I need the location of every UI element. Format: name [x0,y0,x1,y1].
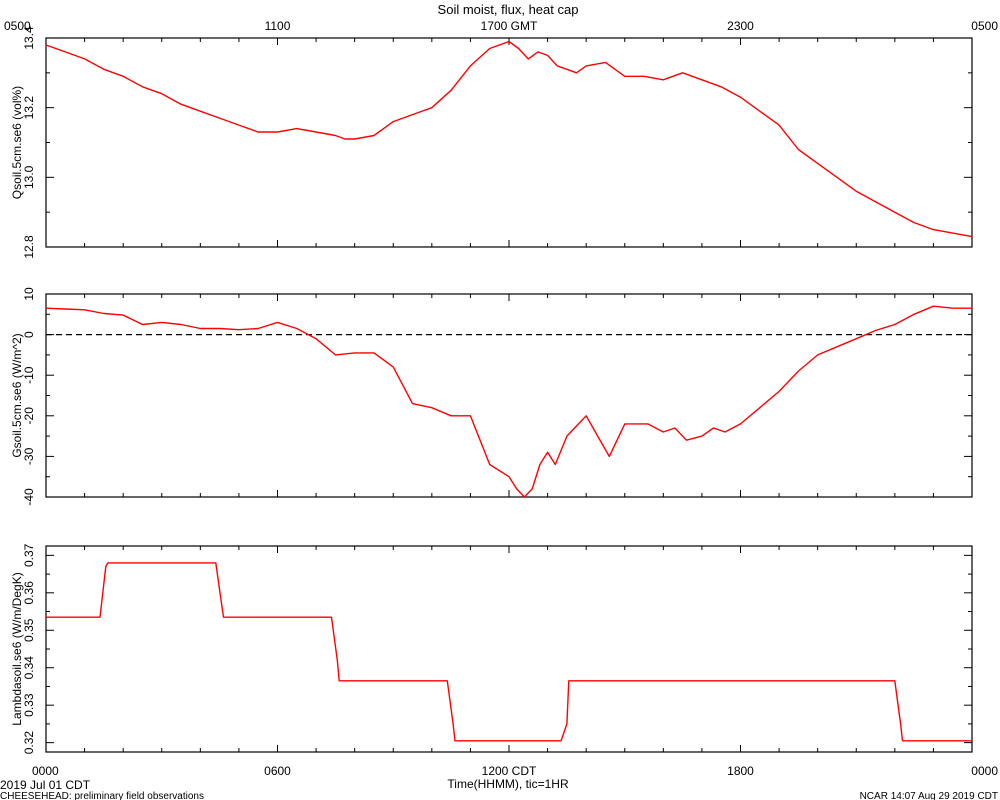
y-tick-label: 0.37 [22,543,36,567]
y-tick-label: -30 [22,447,36,465]
bottom-tick-label: 0000 [32,764,59,778]
panel-frame [45,37,973,248]
y-tick-label: 13.2 [22,96,36,120]
y-tick-label: 0.33 [22,693,36,717]
panel-frame [45,545,973,753]
top-tick-label: 0500 [971,19,998,33]
footer-stamp: NCAR 14:07 Aug 29 2019 CDT [860,791,998,800]
bottom-tick-label: 1200 CDT [482,764,537,778]
y-tick-label: 0.36 [22,581,36,605]
y-tick-label: 12.8 [22,235,36,259]
footer-project: CHEESEHEAD: preliminary field observatio… [0,791,204,800]
top-tick-label: 0500 [4,19,31,33]
panel-frame [45,293,973,498]
y-axis-label: Lambdasoil.se6 (W/m/DegK) [10,572,24,725]
bottom-axis-ticks: 0000 0600 1200 CDT 1800 0000 [32,764,998,778]
series-line [45,40,973,238]
footer-date: 2019 Jul 01 CDT [0,778,91,792]
panel-3: 0.32 0.33 0.34 0.35 0.36 0.37 Lambdasoil.se6 (… [10,543,973,755]
y-tick-label: 0.35 [22,618,36,642]
top-tick-label: 2300 [727,19,754,33]
top-tick-label: 1100 [265,19,291,33]
series-line [46,562,972,742]
panel-2: -40 -30 -20 -10 0 10 Gsoil.5cm.se6 (W/m^2) [10,287,973,506]
y-tick-label: 0.34 [22,656,36,680]
panel-1: 12.8 13.0 13.2 13.4 Qsoil.5cm.se6 (vol%) [10,26,973,259]
chart-title: Soil moist, flux, heat cap [438,2,579,17]
bottom-tick-label: 0600 [264,764,291,778]
y-tick-label: 10 [22,287,36,301]
x-axis-label: Time(HHMM), tic=1HR [447,777,569,791]
y-tick-label: 0.32 [22,731,36,755]
bottom-tick-label: 0000 [971,764,998,778]
y-axis-label: Qsoil.5cm.se6 (vol%) [10,86,24,199]
top-axis-ticks: 0500 1100 1700 GMT 2300 0500 [4,19,998,33]
y-tick-label: -10 [22,366,36,384]
bottom-tick-label: 1800 [727,764,754,778]
y-tick-label: -40 [22,488,36,506]
y-axis-label: Gsoil.5cm.se6 (W/m^2) [10,333,24,457]
y-tick-label: 13.0 [22,165,36,189]
series-line [45,305,972,498]
y-tick-label: 13.4 [22,26,36,50]
y-tick-label: 0 [22,331,36,338]
top-tick-label: 1700 GMT [481,19,538,33]
y-tick-label: -20 [22,407,36,425]
